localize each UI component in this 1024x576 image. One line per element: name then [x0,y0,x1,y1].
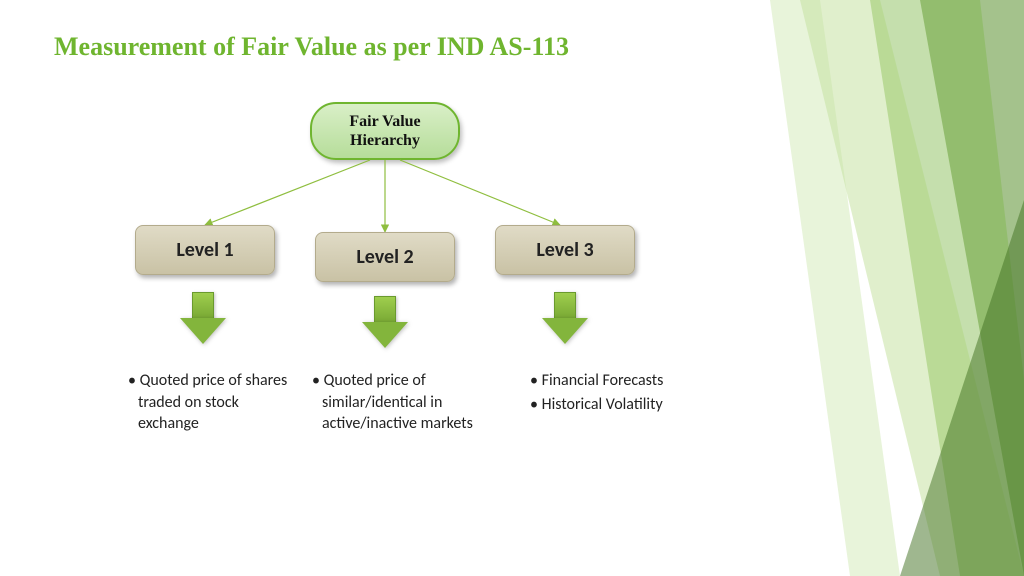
down-arrow-icon [362,296,408,348]
slide-decoration [0,0,1024,576]
level-box-1: Level 1 [135,225,275,275]
bullet-item: Financial Forecasts [530,370,730,392]
down-arrow-icon [180,292,226,344]
down-arrow-icon [542,292,588,344]
page-title: Measurement of Fair Value as per IND AS-… [54,32,569,62]
bullet-item: Quoted price of similar/identical in act… [312,370,492,435]
level-box-3: Level 3 [495,225,635,275]
root-node: Fair ValueHierarchy [310,102,460,160]
bullet-item: Historical Volatility [530,394,730,416]
level-bullets-1: Quoted price of shares traded on stock e… [128,370,298,437]
connectors [0,0,1024,576]
level-box-2: Level 2 [315,232,455,282]
bullet-item: Quoted price of shares traded on stock e… [128,370,298,435]
level-bullets-2: Quoted price of similar/identical in act… [312,370,492,437]
root-node-label: Fair ValueHierarchy [349,112,420,150]
level-bullets-3: Financial ForecastsHistorical Volatility [530,370,730,417]
